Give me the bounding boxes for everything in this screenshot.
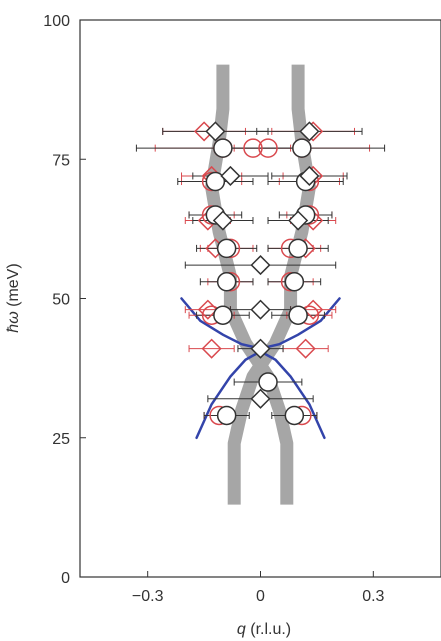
plot-frame — [79, 19, 441, 578]
red-circle-marker — [243, 138, 263, 158]
black-diamond-marker — [288, 210, 309, 231]
black-circle-marker — [284, 405, 305, 426]
black-circle-marker — [216, 272, 237, 292]
black-diamond-marker — [205, 121, 226, 142]
black-diamond-marker — [299, 121, 320, 142]
black-diamond-marker — [250, 255, 271, 276]
x-tick-label: −0.3 — [132, 588, 164, 605]
x-ticks: −0.3 0 0.3 — [132, 571, 385, 605]
black-diamond-marker — [212, 210, 233, 231]
markers — [194, 121, 324, 426]
y-ticks: 0 25 50 75 100 — [43, 13, 86, 587]
y-tick-label: 25 — [52, 431, 70, 448]
black-circle-marker — [284, 272, 305, 292]
x-axis-symbol: q — [237, 621, 246, 638]
black-circle-marker — [292, 138, 312, 158]
black-circle-marker — [258, 372, 278, 392]
red-circle-marker — [258, 138, 278, 158]
black-circle-marker — [288, 305, 308, 325]
y-tick-label: 100 — [43, 13, 70, 30]
red-diamond-marker — [197, 299, 218, 320]
black-circle-marker — [216, 405, 237, 426]
black-diamond-marker — [250, 338, 271, 359]
red-diamond-marker — [201, 338, 222, 359]
black-circle-marker — [213, 138, 233, 158]
y-axis-symbol: ħω — [5, 311, 22, 332]
black-diamond-marker — [250, 299, 271, 320]
red-diamond-marker — [295, 338, 316, 359]
x-tick-label: 0 — [256, 588, 265, 605]
black-diamond-marker — [299, 165, 320, 187]
y-axis-unit: (meV) — [5, 263, 22, 307]
black-circle-marker — [213, 305, 233, 325]
black-diamond-marker — [220, 165, 241, 187]
y-axis-label: ħω (meV) — [5, 263, 22, 332]
x-tick-label: 0.3 — [362, 588, 384, 605]
black-circle-marker — [288, 238, 308, 259]
x-axis-unit: (r.l.u.) — [250, 621, 291, 638]
black-circle-marker — [205, 171, 226, 192]
y-tick-label: 75 — [52, 152, 70, 169]
red-diamond-marker — [303, 299, 324, 320]
y-tick-label: 50 — [52, 292, 70, 309]
black-circle-marker — [216, 238, 237, 259]
x-axis-label: q (r.l.u.) — [237, 621, 291, 638]
y-tick-label: 0 — [61, 570, 70, 587]
black-diamond-marker — [250, 388, 271, 409]
